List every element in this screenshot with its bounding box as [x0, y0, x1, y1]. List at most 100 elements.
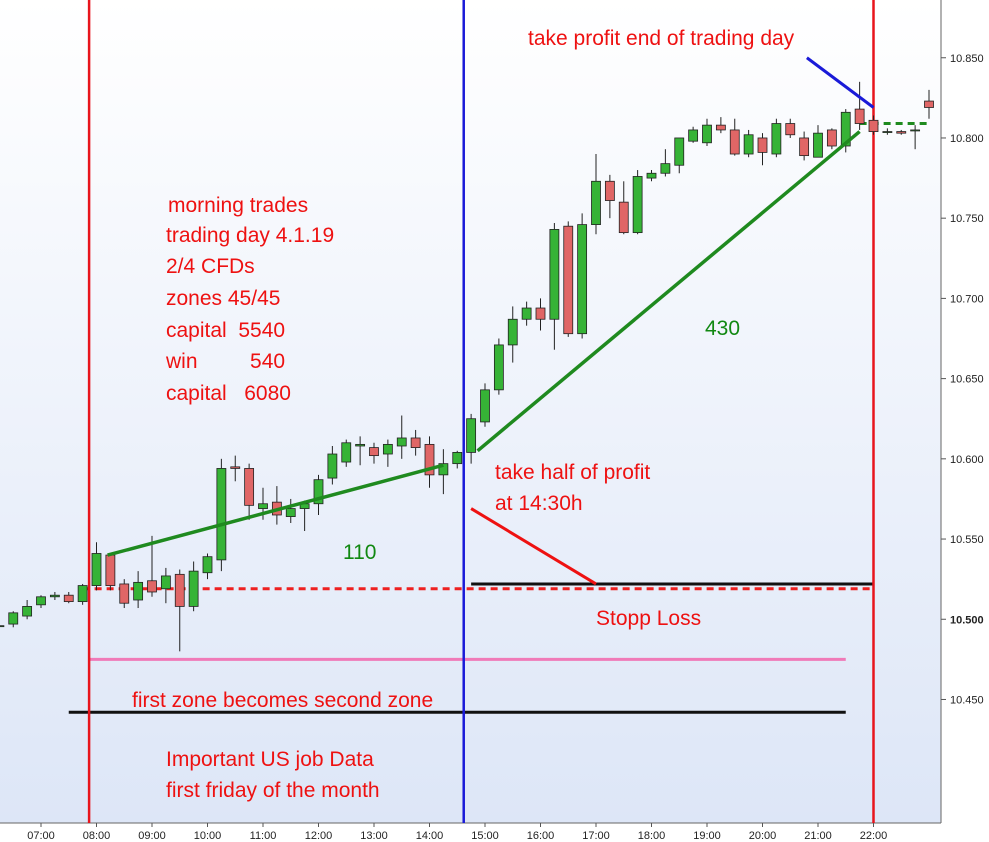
x-tick-label: 13:00 [360, 830, 388, 842]
candle-body [49, 594, 60, 598]
x-tick-label: 10:00 [194, 830, 222, 842]
candle [77, 583, 88, 605]
candle [355, 436, 366, 466]
candle-body [702, 124, 712, 144]
candle [882, 128, 893, 135]
y-tick-label: 10.500 [950, 614, 984, 626]
candle [119, 579, 130, 609]
candle-body [410, 437, 421, 448]
candle-body [63, 594, 74, 603]
plot-area [0, 0, 941, 823]
candle-body [313, 479, 324, 505]
candle [452, 450, 463, 469]
candle [646, 170, 657, 182]
candle-body [91, 553, 102, 586]
candle-body [688, 129, 699, 142]
candle-body [119, 583, 130, 604]
candle-body [521, 307, 532, 320]
x-tick-label: 20:00 [749, 830, 777, 842]
annotation-take-half: take half of profit [495, 461, 650, 484]
candle [521, 301, 532, 326]
candle-body [341, 442, 352, 463]
x-tick-label: 17:00 [582, 830, 610, 842]
candle-body [743, 134, 754, 155]
candle-body [660, 163, 671, 174]
candle [604, 174, 615, 219]
candle-body [480, 389, 490, 423]
candle-body [36, 596, 46, 606]
candle-body [591, 180, 601, 226]
candle-body [604, 180, 615, 201]
candle-body [646, 172, 657, 179]
candle [896, 129, 907, 135]
annotation-morning-trades: morning trades [168, 194, 308, 217]
y-tick-label: 10.750 [950, 213, 984, 225]
x-tick-label: 12:00 [305, 830, 333, 842]
candle-body [882, 131, 893, 133]
annotation-capital-start: capital 5540 [166, 319, 285, 342]
candle [910, 125, 921, 150]
candle-body [535, 307, 546, 320]
candle [577, 213, 588, 339]
candle-body [369, 447, 379, 457]
x-tick-label: 09:00 [138, 830, 166, 842]
candle-body [896, 131, 907, 134]
pointer-line-0 [470, 507, 597, 586]
candle [924, 89, 934, 119]
candle [202, 553, 213, 580]
annotation-stop-loss: Stopp Loss [596, 607, 701, 630]
candle-body [230, 466, 241, 469]
candle-body [563, 225, 574, 335]
pointer-line-1 [806, 56, 875, 109]
y-tick-label: 10.800 [950, 133, 984, 145]
annotations: morning trades trading day 4.1.19 2/4 CF… [132, 27, 795, 802]
candle-body [77, 585, 88, 603]
x-tick-label: 18:00 [638, 830, 666, 842]
candle-body [382, 443, 393, 455]
candle-body [216, 468, 227, 561]
candle [854, 81, 865, 130]
candle-body [244, 468, 255, 506]
candle-body [188, 570, 199, 607]
candle [313, 474, 324, 515]
candle [160, 567, 171, 604]
candle [424, 436, 435, 488]
x-tick-label: 16:00 [527, 830, 555, 842]
trend-line-1 [476, 130, 861, 453]
candle [369, 442, 379, 464]
candle-body [813, 132, 823, 158]
candle-body [22, 606, 33, 617]
annotation-take-half-time: at 14:30h [495, 492, 583, 515]
candle [757, 133, 768, 166]
x-tick-label: 08:00 [83, 830, 111, 842]
candle [133, 571, 144, 609]
candle-body [147, 580, 157, 593]
candle-body [799, 137, 810, 157]
candle-body [174, 573, 185, 607]
candle [396, 415, 407, 459]
candle [216, 458, 227, 572]
candle-body [466, 418, 477, 453]
candle [63, 591, 74, 604]
candle [507, 306, 518, 363]
candle-body [327, 453, 338, 479]
candle-body [133, 581, 144, 601]
candle [49, 591, 60, 601]
y-tick-label: 10.550 [950, 534, 984, 546]
candle [8, 611, 19, 628]
candle [22, 600, 33, 620]
trend-line-0 [107, 463, 444, 557]
candle [771, 118, 782, 158]
candle [688, 126, 699, 143]
x-tick-label: 07:00 [27, 830, 55, 842]
candle [660, 149, 671, 177]
candle [174, 569, 185, 652]
candle-body [632, 176, 643, 234]
y-tick-label: 10.700 [950, 293, 984, 305]
candle-body [493, 344, 504, 391]
candle [785, 118, 796, 138]
candle [715, 117, 726, 134]
candle-body [715, 124, 726, 131]
candle-body [618, 201, 629, 234]
candle [674, 137, 685, 174]
